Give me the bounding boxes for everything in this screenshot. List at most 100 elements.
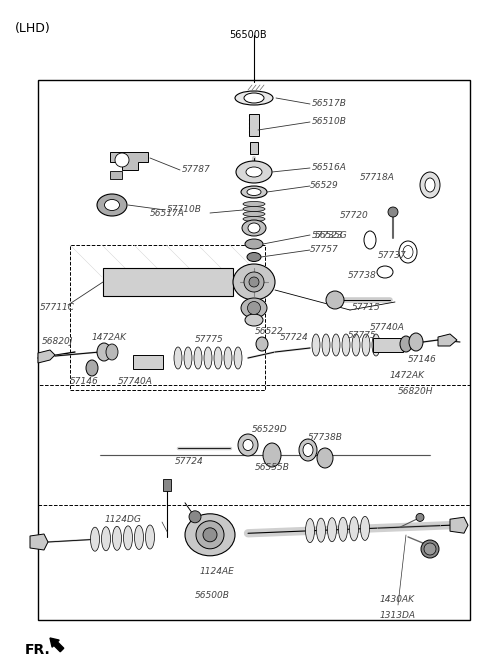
Ellipse shape [425, 178, 435, 192]
Ellipse shape [303, 444, 313, 456]
Ellipse shape [243, 206, 265, 212]
Ellipse shape [106, 344, 118, 360]
Text: 56517B: 56517B [312, 99, 347, 108]
Ellipse shape [409, 333, 423, 351]
FancyArrow shape [50, 638, 64, 652]
Ellipse shape [86, 360, 98, 376]
Ellipse shape [243, 216, 265, 222]
Text: 56510B: 56510B [312, 118, 347, 126]
Ellipse shape [305, 519, 314, 542]
Bar [163, 478, 171, 491]
Text: 56555B: 56555B [255, 464, 290, 472]
Text: 56529D: 56529D [252, 425, 288, 435]
Ellipse shape [241, 186, 267, 198]
Ellipse shape [246, 167, 262, 177]
Text: 56522: 56522 [255, 327, 284, 337]
Ellipse shape [214, 347, 222, 369]
Ellipse shape [245, 239, 263, 249]
Circle shape [189, 511, 201, 523]
Ellipse shape [248, 302, 261, 314]
Polygon shape [110, 152, 148, 170]
Ellipse shape [364, 231, 376, 249]
Ellipse shape [203, 528, 217, 542]
Text: 1430AK: 1430AK [380, 595, 415, 605]
Ellipse shape [234, 347, 242, 369]
Text: 1472AK: 1472AK [390, 370, 425, 380]
Ellipse shape [196, 521, 224, 549]
Ellipse shape [236, 161, 272, 183]
Ellipse shape [194, 347, 202, 369]
Text: 57710B: 57710B [167, 206, 202, 214]
Text: 57146: 57146 [70, 378, 99, 386]
Ellipse shape [317, 448, 333, 468]
Circle shape [416, 513, 424, 521]
Ellipse shape [243, 439, 253, 450]
Ellipse shape [243, 202, 265, 206]
Text: 57757: 57757 [310, 245, 339, 255]
Text: 56820J: 56820J [42, 337, 73, 347]
Ellipse shape [248, 223, 260, 233]
Ellipse shape [349, 517, 359, 541]
Ellipse shape [400, 336, 412, 352]
Ellipse shape [185, 514, 235, 556]
Ellipse shape [377, 266, 393, 278]
Text: 57775: 57775 [348, 331, 377, 339]
Ellipse shape [184, 347, 192, 369]
Text: (LHD): (LHD) [15, 22, 51, 35]
Bar [110, 171, 122, 179]
Text: 56500B: 56500B [195, 591, 230, 599]
Ellipse shape [123, 526, 132, 550]
Ellipse shape [322, 334, 330, 356]
Ellipse shape [224, 347, 232, 369]
Ellipse shape [312, 334, 320, 356]
Ellipse shape [352, 334, 360, 356]
Bar [38, 385, 470, 505]
Ellipse shape [247, 253, 261, 261]
Polygon shape [450, 517, 468, 533]
Ellipse shape [244, 93, 264, 103]
Text: 57740A: 57740A [118, 378, 153, 386]
Text: 1472AK: 1472AK [92, 333, 127, 343]
Ellipse shape [242, 220, 266, 236]
Bar [133, 355, 163, 369]
Text: 56500B: 56500B [229, 30, 267, 40]
Ellipse shape [424, 543, 436, 555]
Ellipse shape [112, 526, 121, 550]
Ellipse shape [263, 443, 281, 467]
Ellipse shape [134, 526, 144, 550]
Text: 57724: 57724 [280, 333, 309, 343]
Ellipse shape [342, 334, 350, 356]
Polygon shape [30, 534, 48, 550]
Text: 57775: 57775 [195, 335, 224, 345]
Ellipse shape [233, 264, 275, 300]
Ellipse shape [316, 518, 325, 542]
Text: 57738: 57738 [348, 271, 377, 280]
Text: 57146: 57146 [408, 355, 437, 364]
Text: 57715: 57715 [352, 304, 381, 312]
Text: 57711C: 57711C [40, 304, 75, 312]
Ellipse shape [327, 517, 336, 542]
Text: 1124DG: 1124DG [105, 515, 142, 525]
Circle shape [421, 540, 439, 558]
Ellipse shape [91, 528, 99, 551]
Ellipse shape [204, 347, 212, 369]
Ellipse shape [97, 343, 111, 361]
Text: 56820H: 56820H [398, 388, 433, 396]
Text: 57720: 57720 [340, 210, 369, 220]
Text: 57740A: 57740A [370, 323, 405, 333]
Ellipse shape [174, 347, 182, 369]
Bar [373, 338, 403, 352]
Ellipse shape [420, 172, 440, 198]
Text: 57724: 57724 [175, 458, 204, 466]
Text: 57737: 57737 [378, 251, 407, 261]
Ellipse shape [101, 527, 110, 551]
Ellipse shape [372, 334, 380, 356]
Ellipse shape [403, 245, 413, 259]
Polygon shape [38, 350, 55, 363]
Ellipse shape [241, 298, 267, 318]
Text: 57787: 57787 [182, 165, 211, 175]
Text: 56516A: 56516A [312, 163, 347, 173]
Ellipse shape [245, 314, 263, 326]
Ellipse shape [249, 277, 259, 287]
Text: 56529: 56529 [310, 181, 339, 190]
